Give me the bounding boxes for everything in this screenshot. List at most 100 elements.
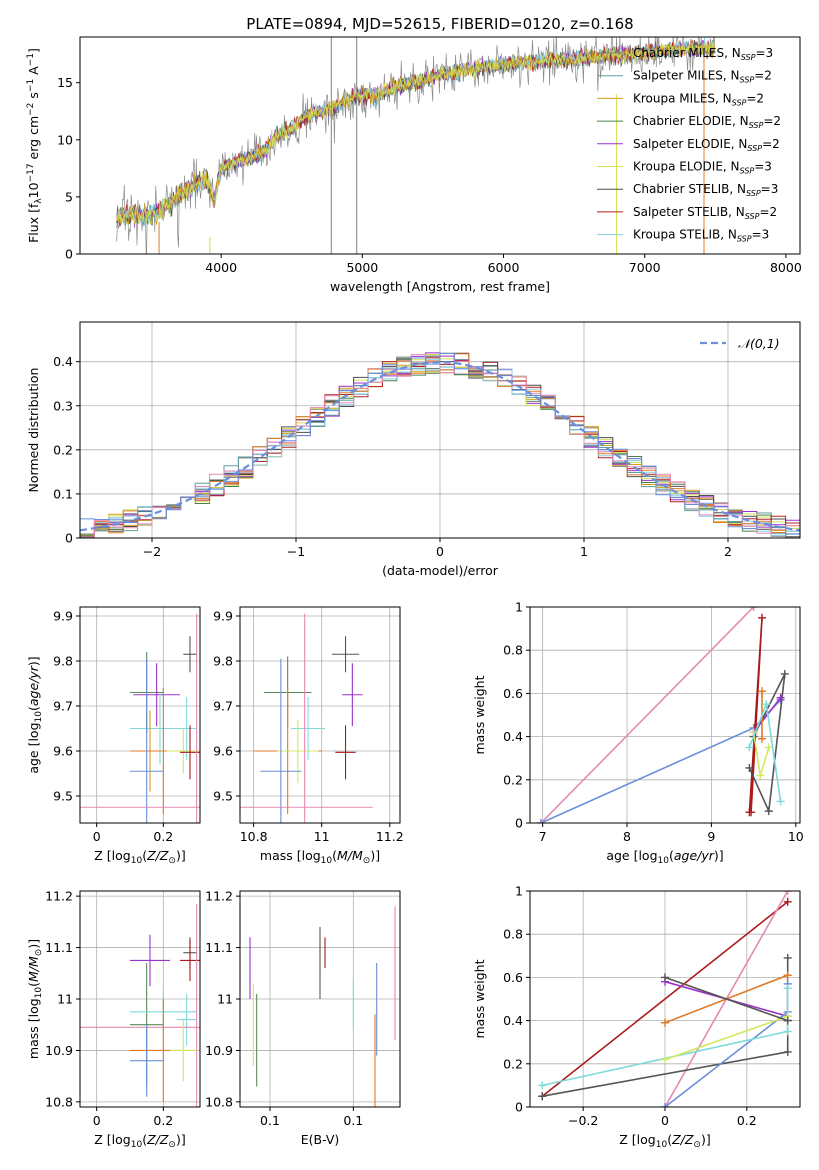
- axes-frame: 0 0.2 10.8 10.9 11 11.1 11.2 mass [log10(M/M⊙)]…: [26, 889, 201, 1150]
- y-axis-label: age [log10(age/yr)]: [26, 656, 44, 773]
- x-tick-label: 0: [436, 544, 444, 559]
- legend-label: 𝒩(0,1): [738, 336, 780, 351]
- y-tick-label: 5: [65, 189, 73, 204]
- weight-series: [745, 669, 789, 816]
- x-axis-label: E(B-V): [301, 1132, 340, 1147]
- y-tick-label: 0.8: [503, 643, 523, 658]
- x-axis-label: Z [log10(Z/Z⊙)]: [619, 1132, 710, 1150]
- y-tick-label: 9.7: [53, 699, 73, 714]
- axes-frame: −0.2 0 0.2 0 0.2 0.4 0.6 0.8 1 mass weight Z [log1…: [472, 884, 801, 1150]
- series-marker: [538, 1092, 547, 1101]
- plot-area: [116, 37, 716, 254]
- legend-label: Salpeter ELODIE, NSSP=2: [633, 137, 780, 153]
- series-line: [748, 673, 786, 815]
- y-tick-label: 11.1: [205, 940, 233, 955]
- x-axis-label: Z [log10(Z/Z⊙)]: [94, 1132, 185, 1150]
- spectrum-line: [116, 39, 716, 228]
- series-marker: [764, 807, 773, 816]
- y-tick-label: 11: [217, 992, 233, 1007]
- series-marker: [661, 1018, 669, 1027]
- panel-5: 0 0.2 10.8 10.9 11 11.1 11.2 mass [log10(M/M⊙)]…: [26, 889, 201, 1150]
- x-tick-label: 11.2: [376, 829, 404, 844]
- series-marker: [661, 1103, 669, 1107]
- spectrum-line: [116, 39, 716, 224]
- x-tick-label: 5000: [346, 260, 378, 275]
- y-tick-label: 0.6: [503, 970, 523, 985]
- y-tick-label: 0.4: [503, 1013, 523, 1028]
- error-point: [166, 728, 200, 774]
- x-tick-label: 0.2: [153, 1113, 173, 1128]
- series-line: [664, 1015, 788, 1061]
- x-tick-label: 11: [314, 829, 330, 844]
- series-marker: [745, 743, 754, 752]
- legend: 𝒩(0,1): [700, 336, 780, 351]
- series-marker: [783, 1047, 792, 1056]
- error-point: [183, 636, 197, 673]
- legend-label: Chabrier MILES, NSSP=3: [633, 46, 773, 62]
- y-tick-label: 9.7: [213, 699, 233, 714]
- y-tick-label: 9.9: [213, 609, 233, 624]
- error-point: [335, 725, 356, 780]
- series-marker: [749, 607, 758, 611]
- axes-frame: 4000 5000 6000 7000 8000 0 5 10 15 wavelength [An…: [26, 36, 802, 294]
- plot-area: [249, 906, 396, 1107]
- series-line: [541, 901, 789, 1097]
- plot-area: [538, 891, 792, 1107]
- series-marker: [764, 743, 773, 752]
- plot-area: [536, 607, 789, 823]
- gaussian-curve: [80, 360, 800, 532]
- error-point: [260, 658, 302, 823]
- panel-0: 4000 5000 6000 7000 8000 0 5 10 15 wavelength [An…: [26, 36, 802, 294]
- error-point: [176, 993, 197, 1046]
- x-tick-label: 8000: [770, 260, 802, 275]
- spectrum-line: [116, 37, 716, 226]
- spectrum-line: [116, 40, 716, 226]
- y-tick-label: 1: [515, 600, 523, 615]
- series-marker: [783, 971, 792, 980]
- panel-7: −0.2 0 0.2 0 0.2 0.4 0.6 0.8 1 mass weight Z [log1…: [472, 884, 801, 1150]
- spectrum-line: [116, 41, 716, 226]
- panel-1: −2 −1 0 1 2 0 0.1 0.2 0.3 0.4 (data-model)/error No…: [26, 321, 801, 578]
- y-tick-label: 10.8: [45, 1094, 73, 1109]
- axes-box: [529, 606, 801, 824]
- series-marker: [758, 687, 767, 696]
- x-tick-label: 10.8: [240, 829, 268, 844]
- x-axis-label: mass [log10(M/M⊙)]: [260, 848, 380, 866]
- series-marker: [776, 693, 785, 702]
- spectrum-line: [116, 40, 716, 228]
- legend: Chabrier MILES, NSSP=3 Salpeter MILES, NS…: [597, 46, 781, 244]
- x-tick-label: 2: [724, 544, 732, 559]
- series-marker: [756, 771, 765, 780]
- y-tick-label: 0: [65, 531, 73, 546]
- y-tick-label: 0: [515, 816, 523, 831]
- axes-frame: 0 0.2 9.5 9.6 9.7 9.8 9.9 age [log10(age/yr)] Z …: [26, 606, 201, 866]
- error-point: [176, 697, 197, 760]
- series-marker: [783, 1016, 792, 1025]
- y-tick-label: 0.8: [503, 927, 523, 942]
- y-tick-label: 9.5: [53, 789, 73, 804]
- spectrum-line: [116, 39, 716, 228]
- y-axis-label: mass weight: [472, 959, 487, 1038]
- error-point: [80, 903, 200, 1107]
- x-tick-label: 0: [93, 1113, 101, 1128]
- series-marker: [758, 734, 767, 743]
- y-tick-label: 11.2: [45, 889, 73, 904]
- y-tick-label: 9.9: [53, 609, 73, 624]
- y-axis-label: Flux [fλ10−17 erg cm−2 s−1 A−1]: [26, 48, 44, 243]
- y-tick-label: 0.1: [53, 486, 73, 501]
- axes-frame: −2 −1 0 1 2 0 0.1 0.2 0.3 0.4 (data-model)/error No…: [26, 321, 801, 578]
- series-marker: [762, 700, 771, 709]
- x-tick-label: −2: [143, 544, 161, 559]
- y-axis-label: Normed distribution: [26, 368, 41, 493]
- y-tick-label: 10.9: [205, 1043, 233, 1058]
- legend-label: Kroupa MILES, NSSP=2: [633, 91, 764, 107]
- y-tick-label: 11.2: [205, 889, 233, 904]
- y-tick-label: 0: [65, 247, 73, 262]
- series-marker: [747, 808, 756, 817]
- series-marker: [783, 891, 792, 895]
- y-tick-label: 15: [57, 75, 73, 90]
- panel-4: 7 8 9 10 0 0.2 0.4 0.6 0.8 1 mass weight age [log10…: [472, 600, 804, 867]
- series-marker: [538, 1081, 547, 1090]
- y-tick-label: 9.8: [213, 654, 233, 669]
